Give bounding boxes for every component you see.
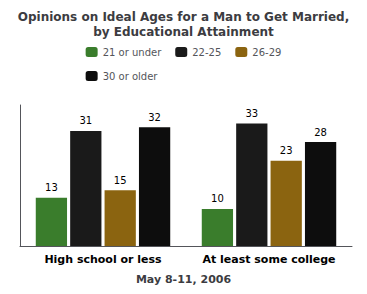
svg-text:30 or older: 30 or older <box>103 71 159 82</box>
svg-text:by Educational Attainment: by Educational Attainment <box>93 25 274 39</box>
svg-text:26-29: 26-29 <box>252 47 281 58</box>
svg-text:High school or less: High school or less <box>44 253 162 266</box>
svg-text:33: 33 <box>245 108 258 119</box>
svg-text:23: 23 <box>280 145 293 156</box>
svg-text:28: 28 <box>314 127 327 138</box>
svg-text:32: 32 <box>148 112 161 123</box>
svg-text:Opinions on Ideal Ages for a M: Opinions on Ideal Ages for a Man to Get … <box>18 10 349 24</box>
svg-text:15: 15 <box>114 175 127 186</box>
svg-text:21 or under: 21 or under <box>103 47 162 58</box>
svg-text:31: 31 <box>79 115 92 126</box>
svg-text:At least some college: At least some college <box>202 253 335 266</box>
svg-text:10: 10 <box>211 193 224 204</box>
svg-text:13: 13 <box>45 182 58 193</box>
svg-text:May 8-11, 2006: May 8-11, 2006 <box>136 273 232 286</box>
svg-text:22-25: 22-25 <box>192 47 221 58</box>
